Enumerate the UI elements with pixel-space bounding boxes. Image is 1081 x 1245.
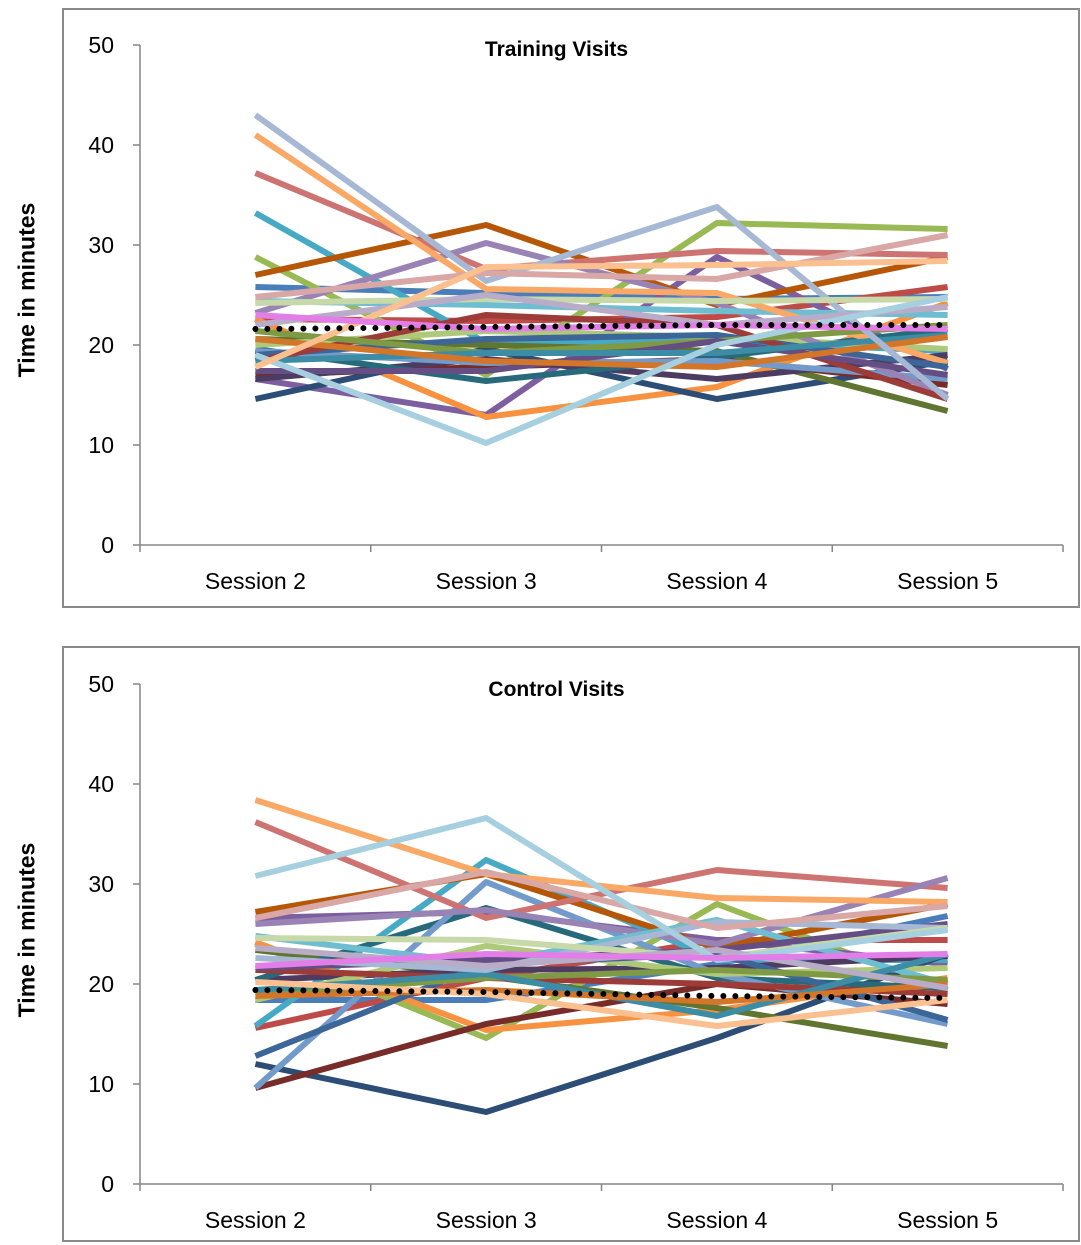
training-series-mean-line bbox=[252, 322, 951, 332]
training-y-tick-label: 30 bbox=[88, 232, 114, 258]
control-y-tick-label: 40 bbox=[88, 771, 114, 797]
control-series-line-31 bbox=[255, 951, 948, 969]
training-series-line-23 bbox=[255, 332, 948, 364]
control-y-tick-label: 0 bbox=[101, 1171, 114, 1197]
training-y-tick-label: 10 bbox=[88, 432, 114, 458]
control-x-tick-label: Session 3 bbox=[436, 1207, 537, 1233]
training-series-line-20 bbox=[254, 312, 949, 402]
training-series-line-25 bbox=[253, 112, 950, 402]
training-series-line-28 bbox=[255, 292, 948, 328]
training-x-tick-label: Session 3 bbox=[436, 568, 537, 594]
control-series-line-30 bbox=[255, 979, 948, 1029]
control-series-line-29 bbox=[254, 815, 948, 963]
control-y-tick-label: 50 bbox=[88, 671, 114, 697]
control-series-line-16 bbox=[255, 875, 949, 947]
control-series-line-17 bbox=[255, 917, 949, 987]
training-series-line-14 bbox=[254, 170, 948, 272]
training-series-line-21 bbox=[255, 322, 948, 356]
control-series-line-14 bbox=[254, 819, 948, 921]
training-y-tick-label: 40 bbox=[88, 132, 114, 158]
control-y-tick-label: 30 bbox=[88, 871, 114, 897]
training-chart-title: Training Visits bbox=[485, 38, 628, 61]
control-series-mean-line bbox=[252, 987, 951, 1001]
training-y-tick-label: 50 bbox=[88, 32, 114, 58]
control-x-tick-label: Session 5 bbox=[897, 1207, 998, 1233]
control-series-line-20 bbox=[255, 967, 948, 997]
training-x-tick-label: Session 2 bbox=[205, 568, 306, 594]
control-chart-title: Control Visits bbox=[488, 678, 624, 701]
control-x-tick-label: Session 2 bbox=[205, 1207, 306, 1233]
training-y-tick-label: 20 bbox=[88, 332, 114, 358]
control-x-tick-label: Session 4 bbox=[666, 1207, 767, 1233]
training-series-line-27 bbox=[255, 296, 948, 306]
training-series-line-29 bbox=[254, 294, 949, 446]
training-x-tick-label: Session 4 bbox=[666, 568, 767, 594]
training-series-line-24 bbox=[255, 334, 948, 370]
training-series-line-30 bbox=[254, 258, 948, 370]
control-series-line-26 bbox=[254, 869, 948, 931]
training-series-line-26 bbox=[255, 232, 949, 300]
training-y-tick-label: 0 bbox=[101, 532, 114, 558]
training-x-tick-label: Session 5 bbox=[897, 568, 998, 594]
control-y-tick-label: 20 bbox=[88, 971, 114, 997]
control-y-tick-label: 10 bbox=[88, 1071, 114, 1097]
